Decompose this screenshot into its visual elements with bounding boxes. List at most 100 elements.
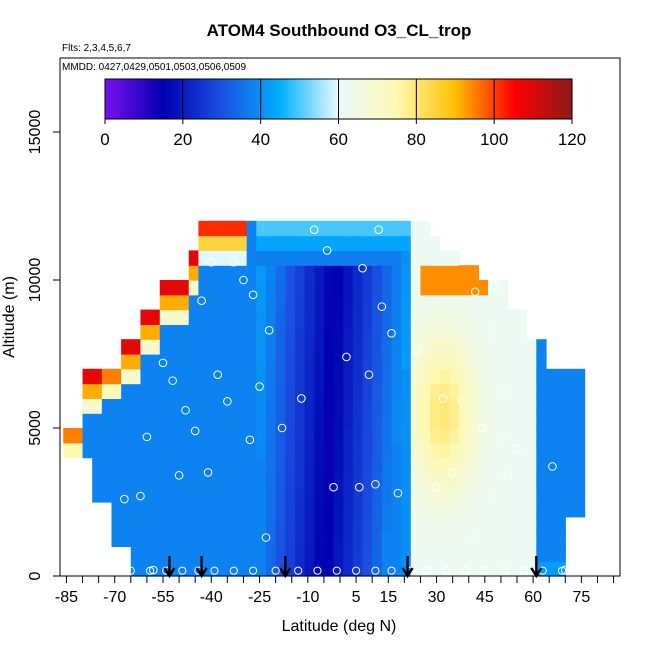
heatmap-cell xyxy=(188,546,199,562)
heatmap-cell xyxy=(227,442,238,459)
heatmap-cell xyxy=(517,428,528,444)
heatmap-cell xyxy=(285,265,296,281)
heatmap-cell xyxy=(140,368,151,385)
heatmap-cell xyxy=(198,487,209,503)
heatmap-cell xyxy=(323,561,335,577)
heatmap-cell xyxy=(101,442,113,459)
heatmap-cell xyxy=(285,235,296,251)
heatmap-cell xyxy=(217,472,228,488)
heatmap-cell xyxy=(265,472,277,488)
heatmap-cell xyxy=(468,546,479,562)
heatmap-cell xyxy=(526,546,537,562)
heatmap-cell xyxy=(517,368,528,385)
heatmap-cell xyxy=(150,324,161,340)
heatmap-cell xyxy=(439,265,451,281)
heatmap-cell xyxy=(333,265,344,281)
heatmap-cell xyxy=(333,368,344,385)
heatmap-cell xyxy=(314,339,325,355)
heatmap-cell xyxy=(121,398,132,414)
heatmap-cell xyxy=(343,413,354,429)
heatmap-cell xyxy=(478,531,489,547)
heatmap-cell xyxy=(198,294,209,311)
heatmap-cell xyxy=(488,398,499,414)
heatmap-cell xyxy=(343,561,354,577)
heatmap-cell xyxy=(565,398,576,414)
heatmap-cell xyxy=(121,502,132,518)
heatmap-cell xyxy=(526,339,537,355)
heatmap-cell xyxy=(507,339,518,355)
heatmap-cell xyxy=(130,457,142,473)
heatmap-cell xyxy=(92,442,103,459)
heatmap-cell xyxy=(401,531,412,547)
heatmap-cell xyxy=(314,428,325,444)
heatmap-cell xyxy=(352,265,364,281)
heatmap-cell xyxy=(265,531,277,547)
heatmap-cell xyxy=(439,339,451,355)
heatmap-cell xyxy=(285,487,296,503)
heatmap-cell xyxy=(410,413,422,429)
heatmap-cell xyxy=(391,516,402,533)
heatmap-cell xyxy=(468,561,479,577)
heatmap-cell xyxy=(352,472,364,488)
heatmap-cell xyxy=(420,324,431,340)
heatmap-cell xyxy=(517,442,528,459)
heatmap-cell xyxy=(140,442,151,459)
heatmap-cell xyxy=(401,561,412,577)
heatmap-cell xyxy=(391,546,402,562)
heatmap-cell xyxy=(323,472,335,488)
heatmap-cell xyxy=(555,442,566,459)
heatmap-cell xyxy=(275,502,286,518)
heatmap-cell xyxy=(323,413,335,429)
heatmap-cell xyxy=(285,294,296,311)
heatmap-cell xyxy=(401,294,412,311)
heatmap-cell xyxy=(294,294,306,311)
heatmap-cell xyxy=(188,324,199,340)
heatmap-cell xyxy=(517,502,528,518)
heatmap-cell xyxy=(314,368,325,385)
heatmap-cell xyxy=(227,561,238,577)
heatmap-cell xyxy=(150,339,161,355)
heatmap-cell xyxy=(208,339,219,355)
heatmap-cell xyxy=(468,294,479,311)
heatmap-cell xyxy=(333,220,344,237)
y-tick-label: 15000 xyxy=(27,110,44,155)
heatmap-cell xyxy=(507,354,518,370)
heatmap-cell xyxy=(381,354,393,370)
heatmap-cell xyxy=(536,398,547,414)
heatmap-cell xyxy=(275,398,286,414)
profile-marker xyxy=(174,471,184,480)
heatmap-cell xyxy=(130,531,142,547)
heatmap-cell xyxy=(391,250,402,266)
heatmap-cell xyxy=(362,546,373,562)
heatmap-cell xyxy=(208,546,219,562)
heatmap-cell xyxy=(130,383,142,399)
heatmap-cell xyxy=(140,472,151,488)
heatmap-cell xyxy=(217,383,228,399)
heatmap-cell xyxy=(217,398,228,414)
heatmap-cell xyxy=(381,220,393,237)
profile-marker xyxy=(322,246,332,255)
heatmap-cell xyxy=(314,398,325,414)
heatmap-cell xyxy=(314,561,325,577)
heatmap-cell xyxy=(237,339,248,355)
heatmap-cell xyxy=(391,309,402,325)
heatmap-cell xyxy=(459,265,470,281)
heatmap-cell xyxy=(517,487,528,503)
heatmap-cell xyxy=(497,324,508,340)
heatmap-cell xyxy=(352,546,364,562)
heatmap-cell xyxy=(362,398,373,414)
heatmap-cell xyxy=(111,531,122,547)
heatmap-cell xyxy=(121,354,132,370)
heatmap-cell xyxy=(188,294,199,311)
heatmap-cell xyxy=(256,546,267,562)
heatmap-cell xyxy=(372,280,383,296)
profile-marker xyxy=(329,482,338,492)
heatmap-cell xyxy=(140,561,151,577)
heatmap-cell xyxy=(265,457,277,473)
heatmap-cell xyxy=(372,339,383,355)
heatmap-cell xyxy=(314,457,325,473)
heatmap-cell xyxy=(468,324,479,340)
heatmap-cell xyxy=(352,280,364,296)
heatmap-cell xyxy=(401,324,412,340)
heatmap-cell xyxy=(410,220,422,237)
